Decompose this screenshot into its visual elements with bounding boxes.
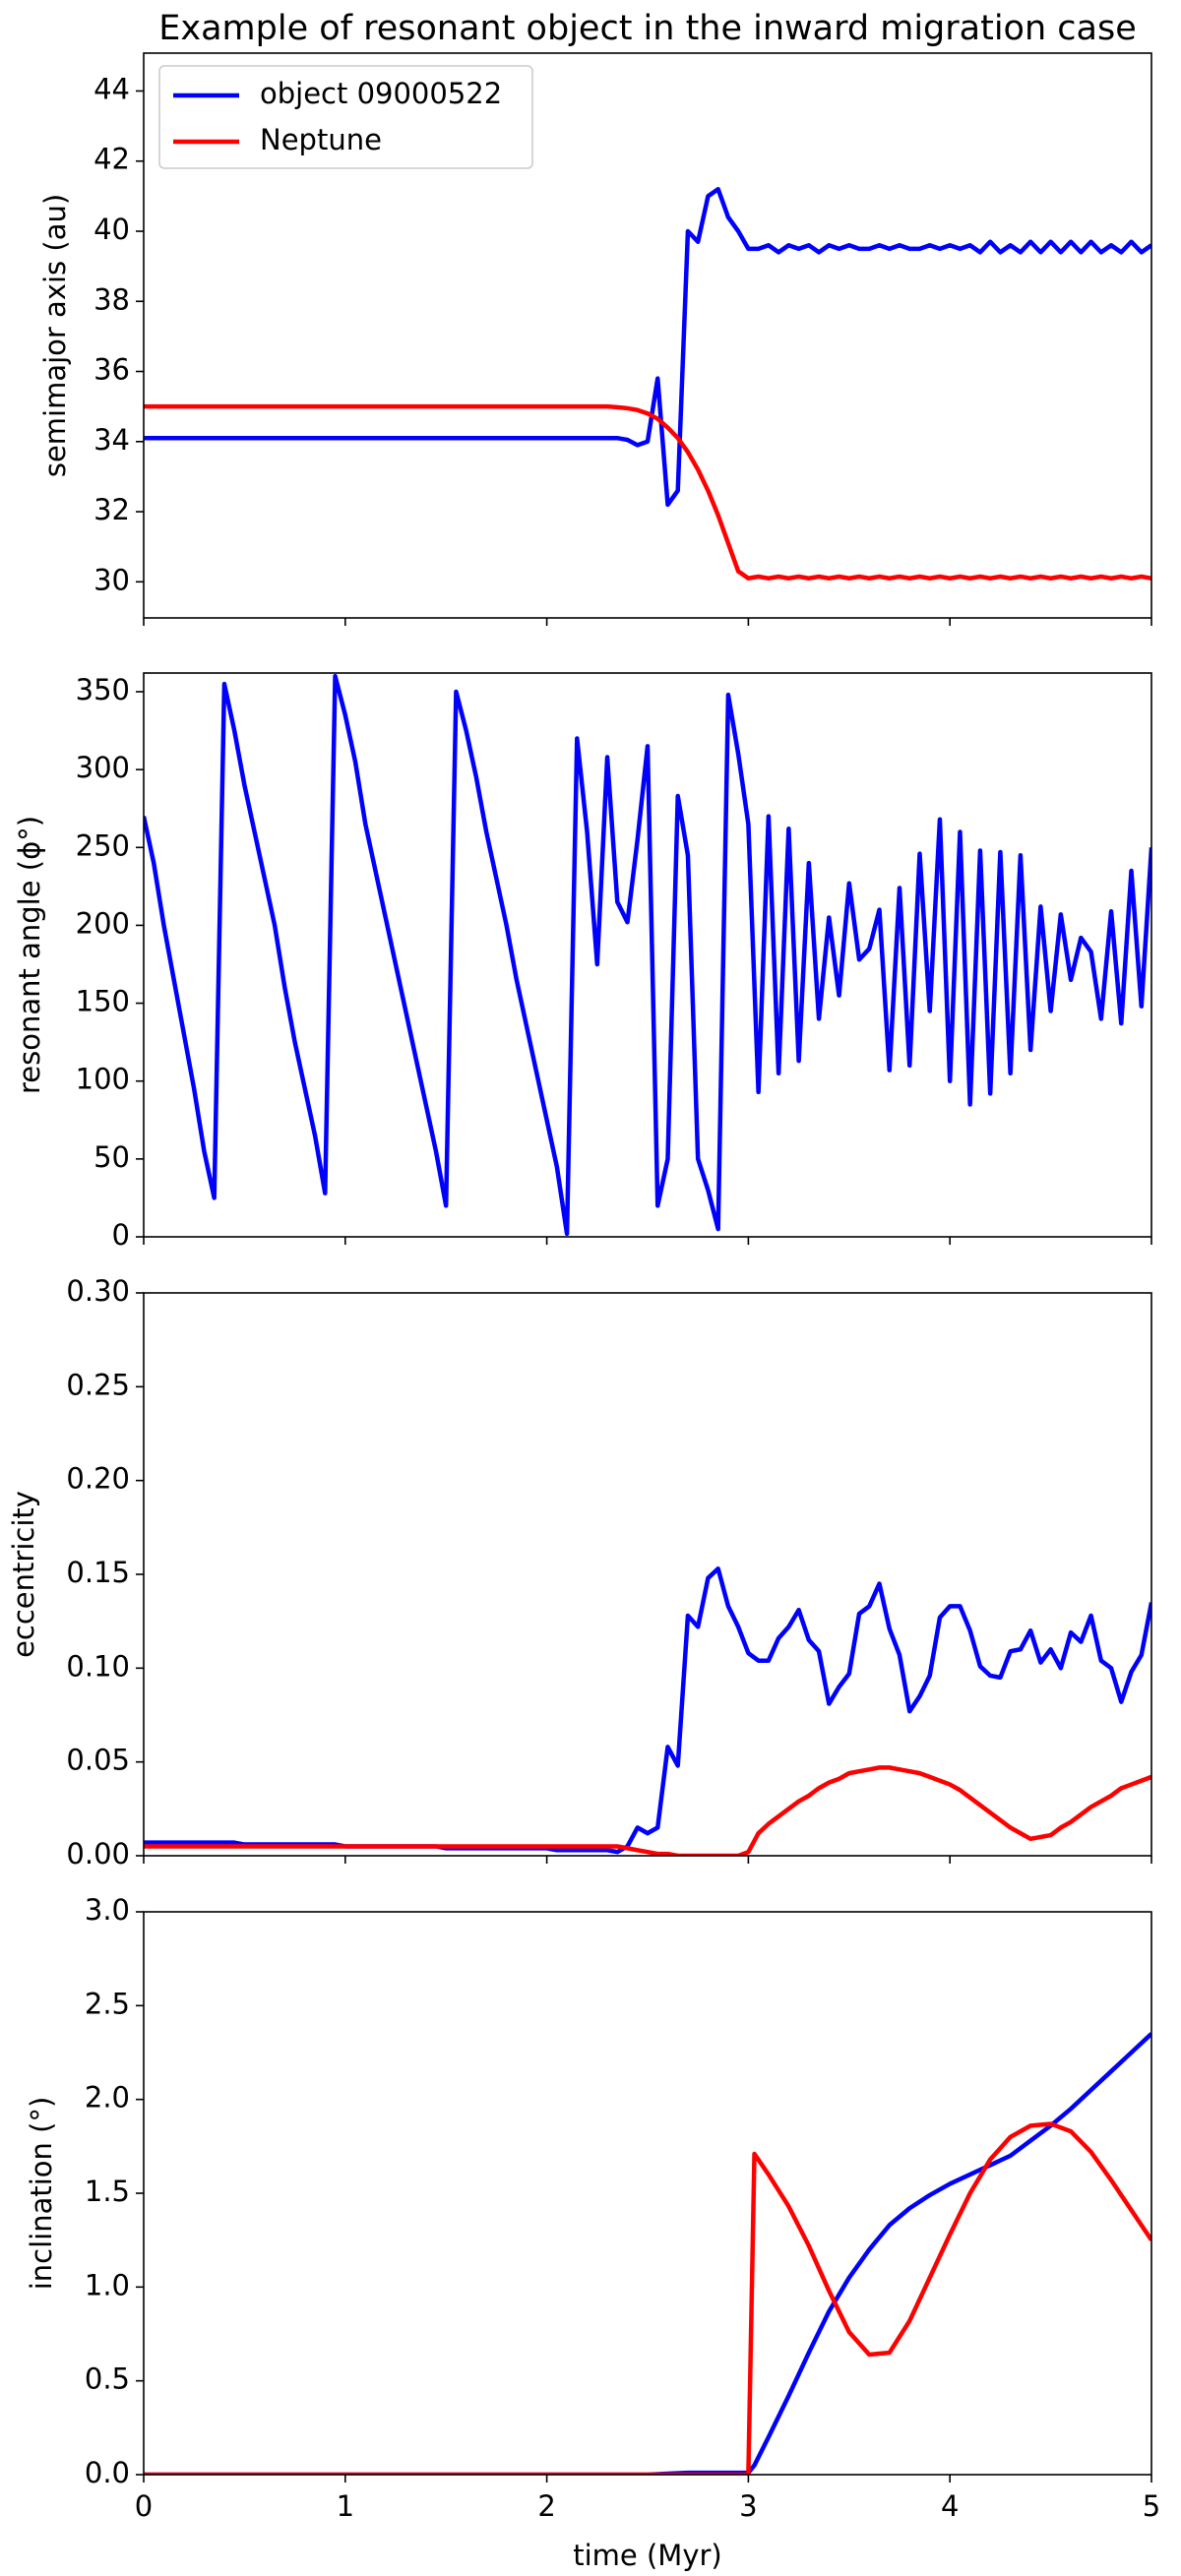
y-axis-label: inclination (°) — [25, 2097, 58, 2291]
legend-box — [158, 65, 533, 169]
y-tick-label: 3.0 — [85, 1893, 130, 1927]
y-tick-label: 0.20 — [66, 1462, 130, 1496]
legend: object 09000522 Neptune — [158, 65, 533, 169]
y-tick-label: 42 — [93, 143, 130, 176]
chart-title: Example of resonant object in the inward… — [158, 9, 1136, 48]
y-axis-label: eccentricity — [7, 1491, 40, 1658]
data-line — [144, 1765, 1151, 1856]
y-tick-label: 0.0 — [85, 2456, 130, 2489]
y-tick-label: 0.10 — [66, 1649, 130, 1683]
panel: Example of resonant object in the inward… — [38, 9, 1152, 626]
y-tick-label: 1.5 — [85, 2175, 130, 2208]
data-line — [144, 673, 1151, 1237]
axes-frame — [143, 1292, 1152, 1857]
y-tick-label: 40 — [93, 213, 130, 246]
y-tick-label: 50 — [93, 1140, 130, 1174]
x-tick-label: 1 — [337, 2489, 354, 2523]
y-tick-label: 0.30 — [66, 1274, 130, 1308]
y-tick-label: 38 — [93, 282, 130, 316]
y-axis-label: semimajor axis (au) — [38, 194, 72, 477]
x-tick-label: 4 — [941, 2489, 959, 2523]
panel: inclination (°) time (Myr) 0.0 0.5 1.0 1.5 2.0… — [25, 1893, 1160, 2572]
y-tick-label: 0 — [112, 1218, 130, 1252]
legend-label: object 09000522 — [260, 77, 502, 110]
y-tick-label: 44 — [93, 72, 130, 105]
y-tick-label: 0.25 — [66, 1368, 130, 1401]
y-axis-label: resonant angle (ϕ°) — [13, 816, 46, 1094]
data-line — [144, 1566, 1151, 1855]
x-axis-label: time (Myr) — [573, 2539, 721, 2572]
y-tick-label: 0.5 — [85, 2362, 130, 2396]
y-tick-label: 250 — [76, 828, 130, 862]
y-tick-label: 0.15 — [66, 1556, 130, 1589]
data-line — [144, 2032, 1151, 2475]
y-tick-label: 350 — [76, 673, 130, 706]
x-tick-label: 0 — [135, 2489, 153, 2523]
y-tick-label: 30 — [93, 563, 130, 596]
y-tick-label: 2.5 — [85, 1987, 130, 2020]
y-tick-label: 1.0 — [85, 2268, 130, 2301]
y-tick-label: 0.00 — [66, 1837, 130, 1871]
y-tick-label: 0.05 — [66, 1744, 130, 1777]
y-tick-label: 200 — [76, 906, 130, 940]
data-line — [144, 403, 1151, 581]
y-tick-label: 2.0 — [85, 2081, 130, 2115]
x-tick-label: 5 — [1143, 2489, 1160, 2523]
data-line — [144, 2121, 1151, 2475]
panel: eccentricity 0.00 0.05 0.10 0.15 0.20 0.25 0.30 — [7, 1274, 1152, 1871]
y-tick-label: 100 — [76, 1063, 130, 1096]
y-tick-label: 32 — [93, 493, 130, 526]
y-tick-label: 34 — [93, 423, 130, 457]
y-tick-label: 150 — [76, 985, 130, 1018]
axes-frame — [143, 52, 1152, 619]
panel: resonant angle (ϕ°) 0 50 100 150 200 250 300 350 — [13, 672, 1152, 1252]
y-tick-label: 36 — [93, 353, 130, 387]
x-tick-label: 2 — [537, 2489, 555, 2523]
y-tick-label: 300 — [76, 751, 130, 784]
x-tick-label: 3 — [739, 2489, 757, 2523]
axes-frame — [143, 1911, 1152, 2476]
axes-frame — [143, 672, 1152, 1238]
legend-label: Neptune — [260, 123, 382, 156]
data-line — [144, 186, 1151, 508]
